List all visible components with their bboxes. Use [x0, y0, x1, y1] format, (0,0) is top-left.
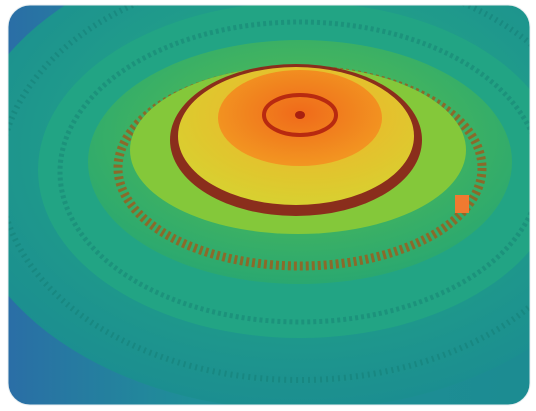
frame-border	[7, 4, 531, 406]
inner-ring	[262, 93, 338, 137]
center-dot	[295, 111, 305, 119]
orange-patch	[455, 195, 469, 213]
teal-pattern	[57, 19, 530, 325]
